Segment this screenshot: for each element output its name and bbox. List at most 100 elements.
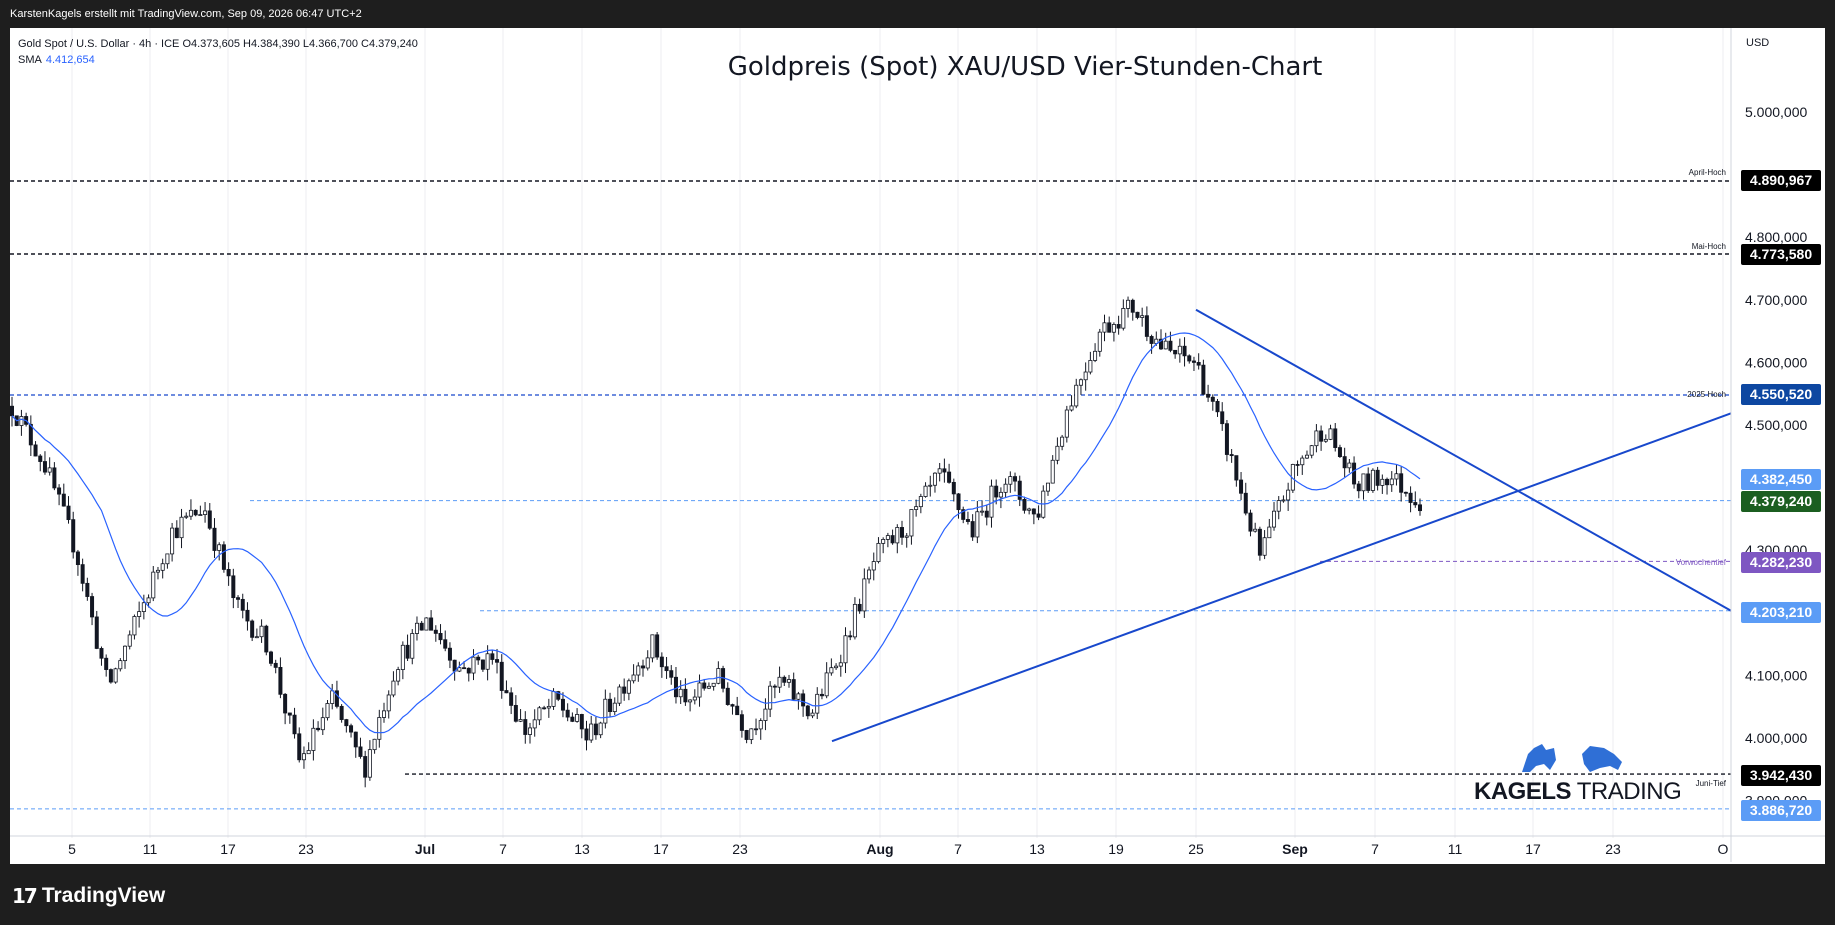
candle-up	[367, 749, 372, 778]
candle-down	[268, 651, 273, 664]
candle-up	[146, 597, 151, 604]
candle-down	[702, 682, 707, 689]
candle-up	[127, 634, 132, 647]
y-axis-labels: 5.000,000 4.800,000 4.700,000 4.600,000 4.50…	[1745, 104, 1807, 809]
sma-line	[11, 332, 1421, 734]
candle-down	[1144, 315, 1149, 337]
candle-down	[1408, 492, 1413, 503]
candle-down	[1206, 393, 1211, 398]
candle-down	[1149, 336, 1154, 344]
candle-down	[1022, 499, 1027, 511]
candle-up	[881, 538, 886, 544]
candle-down	[9, 405, 14, 417]
candle-up	[697, 682, 702, 698]
candle-up	[1008, 476, 1013, 485]
candle-up	[909, 509, 914, 537]
candle-up	[1060, 436, 1065, 447]
candle-down	[754, 728, 759, 731]
candle-up	[198, 514, 203, 516]
chart-legend: Gold Spot / U.S. Dollar · 4h · ICE O4.37…	[18, 36, 418, 68]
candle-up	[259, 625, 264, 638]
level-label-juni: Juni-Tief	[1695, 779, 1726, 788]
chart-frame[interactable]	[10, 28, 1825, 864]
candle-up	[626, 680, 631, 694]
candle-up	[758, 720, 763, 730]
candle-down	[1319, 430, 1324, 442]
price-tag-april: 4.890,967	[1741, 170, 1821, 191]
candle-up	[843, 635, 848, 664]
candle-down	[1333, 428, 1338, 448]
candle-up	[1380, 478, 1385, 486]
attribution-bar: KarstenKagels erstellt mit TradingView.c…	[0, 0, 1835, 28]
sma-legend: SMA 4.412,654	[18, 52, 418, 68]
candle-up	[1111, 324, 1116, 333]
candle-down	[212, 527, 217, 551]
candle-up	[885, 535, 890, 540]
candle-up	[862, 578, 867, 612]
candle-up	[1102, 322, 1107, 333]
candle-up	[852, 603, 857, 638]
level-label-april: April-Hoch	[1688, 168, 1726, 177]
candle-up	[928, 484, 933, 487]
candle-down	[664, 666, 669, 672]
chart-grid	[71, 28, 1724, 838]
candle-down	[292, 714, 297, 735]
candle-up	[179, 516, 184, 539]
candle-up	[768, 685, 773, 710]
candle-up	[975, 511, 980, 538]
candle-up	[320, 717, 325, 731]
candle-down	[353, 731, 358, 748]
candle-up	[914, 506, 919, 510]
candle-down	[1017, 480, 1022, 500]
candle-up	[1069, 405, 1074, 411]
candle-up	[918, 496, 923, 508]
candle-up	[763, 708, 768, 721]
candle-up	[980, 510, 985, 513]
candle-down	[984, 510, 989, 518]
candle-down	[819, 693, 824, 697]
candle-down	[1234, 455, 1239, 481]
candle-down	[75, 551, 80, 566]
candle-down	[1215, 400, 1220, 413]
candle-down	[429, 617, 434, 631]
x-axis-labels: 5 11 17 23 Jul 7 13 17 23 Aug 7 13 19 25 Sep 7 11 17 23 O	[68, 841, 1728, 857]
x-tick-label: 17	[1525, 841, 1541, 857]
candle-down	[655, 634, 660, 658]
candle-up	[1300, 457, 1305, 466]
currency-label: USD	[1746, 37, 1770, 49]
candle-up	[692, 696, 697, 701]
candle-down	[466, 667, 471, 674]
candle-up	[414, 622, 419, 634]
candle-down	[805, 705, 810, 717]
y-tick-label: 4.100,000	[1745, 667, 1807, 683]
candle-down	[476, 656, 481, 661]
candle-up	[575, 714, 580, 722]
x-tick-label: 23	[298, 841, 314, 857]
candle-down	[438, 633, 443, 641]
candle-up	[217, 544, 222, 551]
candle-up	[254, 636, 259, 639]
candle-down	[565, 709, 570, 718]
candle-down	[1031, 508, 1036, 515]
y-tick-label: 5.000,000	[1745, 104, 1807, 120]
candle-up	[838, 662, 843, 667]
candle-up	[1078, 379, 1083, 386]
tradingview-logo[interactable]: 17 TradingView	[12, 884, 165, 908]
x-tick-label: 13	[1029, 841, 1045, 857]
level-label-mai: Mai-Hoch	[1691, 242, 1726, 251]
candle-down	[316, 727, 321, 731]
candle-up	[1055, 445, 1060, 461]
candle-down	[857, 603, 862, 612]
axes	[10, 28, 1825, 862]
candle-down	[1418, 504, 1423, 512]
candle-up	[1394, 473, 1399, 480]
candle-up	[424, 617, 429, 631]
x-tick-label: Jul	[415, 841, 435, 857]
candle-down	[42, 461, 47, 473]
candle-down	[513, 705, 518, 722]
candle-up	[325, 703, 330, 719]
candle-down	[504, 690, 509, 694]
price-tag-2025: 4.550,520	[1741, 384, 1821, 405]
candle-up	[151, 571, 156, 599]
